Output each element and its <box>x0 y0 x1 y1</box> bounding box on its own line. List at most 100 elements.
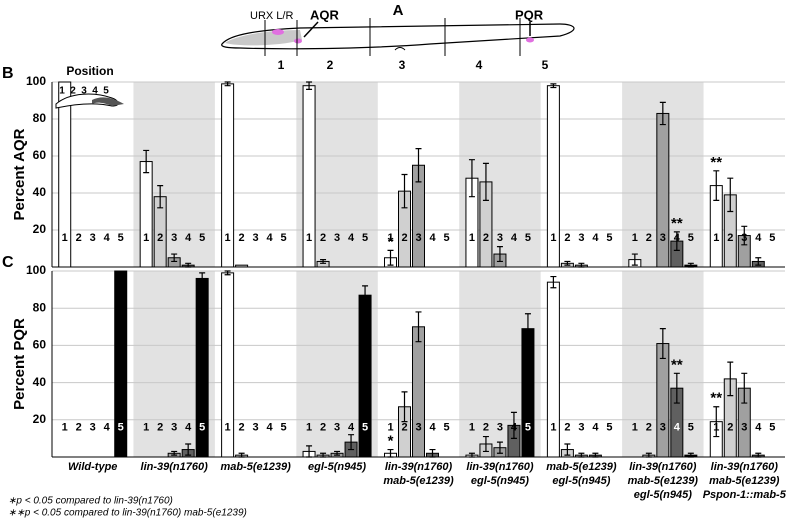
position-label: 1 <box>550 232 556 244</box>
error-bar <box>224 81 231 87</box>
inset-title: Position <box>66 64 113 78</box>
error-bar <box>348 434 355 451</box>
position-label: 2 <box>564 422 570 434</box>
error-bar <box>171 253 178 263</box>
error-bar <box>673 372 680 404</box>
x-tick-label: egl-5(n945) <box>634 489 692 501</box>
position-label: 4 <box>429 232 436 244</box>
error-bar <box>468 159 475 198</box>
position-label: 4 <box>755 422 762 434</box>
inset-label: 5 <box>103 86 109 97</box>
position-label: 5 <box>362 422 368 434</box>
error-bar <box>185 443 192 456</box>
error-bar <box>334 450 341 456</box>
x-tick-label: Wild-type <box>68 461 117 473</box>
error-bar <box>741 372 748 404</box>
position-label: 5 <box>606 232 612 244</box>
position-label: 2 <box>239 232 245 244</box>
position-label: 3 <box>741 232 747 244</box>
cell-label: PQR <box>515 7 544 22</box>
error-bar <box>387 249 394 266</box>
error-bar <box>468 452 475 458</box>
position-label: 3 <box>334 422 340 434</box>
error-bar <box>727 177 734 213</box>
error-bar <box>524 313 531 345</box>
position-label: 5 <box>118 232 124 244</box>
error-bar <box>482 435 489 453</box>
position-label: 4 <box>104 232 111 244</box>
error-bar <box>387 448 394 458</box>
position-label: 1 <box>278 58 285 72</box>
position-label: 3 <box>497 422 503 434</box>
error-bar <box>592 452 599 458</box>
position-label: 4 <box>429 422 436 434</box>
x-tick-label: egl-5(n945) <box>308 461 366 473</box>
position-label: 5 <box>688 232 694 244</box>
position-label: 4 <box>348 232 355 244</box>
error-bar <box>687 452 694 458</box>
error-bar <box>199 272 206 285</box>
position-label: 5 <box>606 422 612 434</box>
panel-label: A <box>393 2 404 19</box>
y-axis-title: Percent AQR <box>11 128 28 220</box>
position-label: 1 <box>550 422 556 434</box>
bar <box>58 81 72 268</box>
inset-label: 4 <box>92 86 98 97</box>
position-label: 3 <box>660 232 666 244</box>
position-label: 1 <box>143 232 149 244</box>
position-label: 3 <box>171 232 177 244</box>
position-label: 4 <box>267 232 274 244</box>
error-bar <box>631 253 638 266</box>
position-label: 2 <box>646 422 652 434</box>
y-tick-label: 40 <box>33 375 47 389</box>
error-bar <box>578 262 585 268</box>
error-bar <box>755 257 762 266</box>
position-label: 4 <box>755 232 762 244</box>
x-tick-label: lin-39(n1760) <box>141 461 209 473</box>
error-bar <box>510 411 517 439</box>
error-bar <box>659 328 666 360</box>
error-bar <box>185 262 192 268</box>
position-label: 4 <box>511 232 518 244</box>
position-label: 2 <box>401 232 407 244</box>
position-label: 1 <box>469 422 475 434</box>
position-label: 4 <box>476 58 483 72</box>
position-label: 4 <box>185 232 192 244</box>
y-tick-label: 80 <box>33 300 47 314</box>
error-bar <box>727 361 734 397</box>
position-label: 2 <box>320 422 326 434</box>
error-bar <box>713 406 720 438</box>
error-bar <box>320 259 327 264</box>
position-label: 3 <box>171 422 177 434</box>
position-label: 1 <box>387 422 393 434</box>
position-label: 1 <box>225 422 231 434</box>
position-label: 1 <box>387 232 393 244</box>
error-bar <box>415 148 422 183</box>
y-tick-label: 20 <box>33 412 47 426</box>
position-label: 3 <box>253 232 259 244</box>
significance-mark: * <box>388 433 394 450</box>
position-label: 1 <box>62 422 68 434</box>
bar <box>656 112 670 268</box>
position-label: 5 <box>769 422 775 434</box>
x-tick-label: mab-5(e1239) <box>220 461 291 473</box>
worm-diagram: A URX L/R AQR PQR 1 2 3 4 5 <box>221 2 575 72</box>
arrow <box>303 21 319 38</box>
cell-label: AQR <box>310 7 340 22</box>
inset-label: 2 <box>70 86 76 97</box>
bar <box>114 270 128 458</box>
error-bar <box>401 391 408 423</box>
position-label: 1 <box>306 422 312 434</box>
position-label: 2 <box>76 422 82 434</box>
aqr-cell <box>294 38 302 44</box>
position-label: 5 <box>769 232 775 244</box>
error-bar <box>578 452 585 458</box>
position-label: 4 <box>185 422 192 434</box>
x-tick-label: mab-5(e1239) <box>546 461 617 473</box>
position-label: 4 <box>674 422 681 434</box>
error-bar <box>401 173 408 209</box>
position-label: 3 <box>90 422 96 434</box>
significance-mark: * <box>388 233 394 250</box>
x-tick-label: Pspon-1::mab-5 <box>703 489 787 501</box>
